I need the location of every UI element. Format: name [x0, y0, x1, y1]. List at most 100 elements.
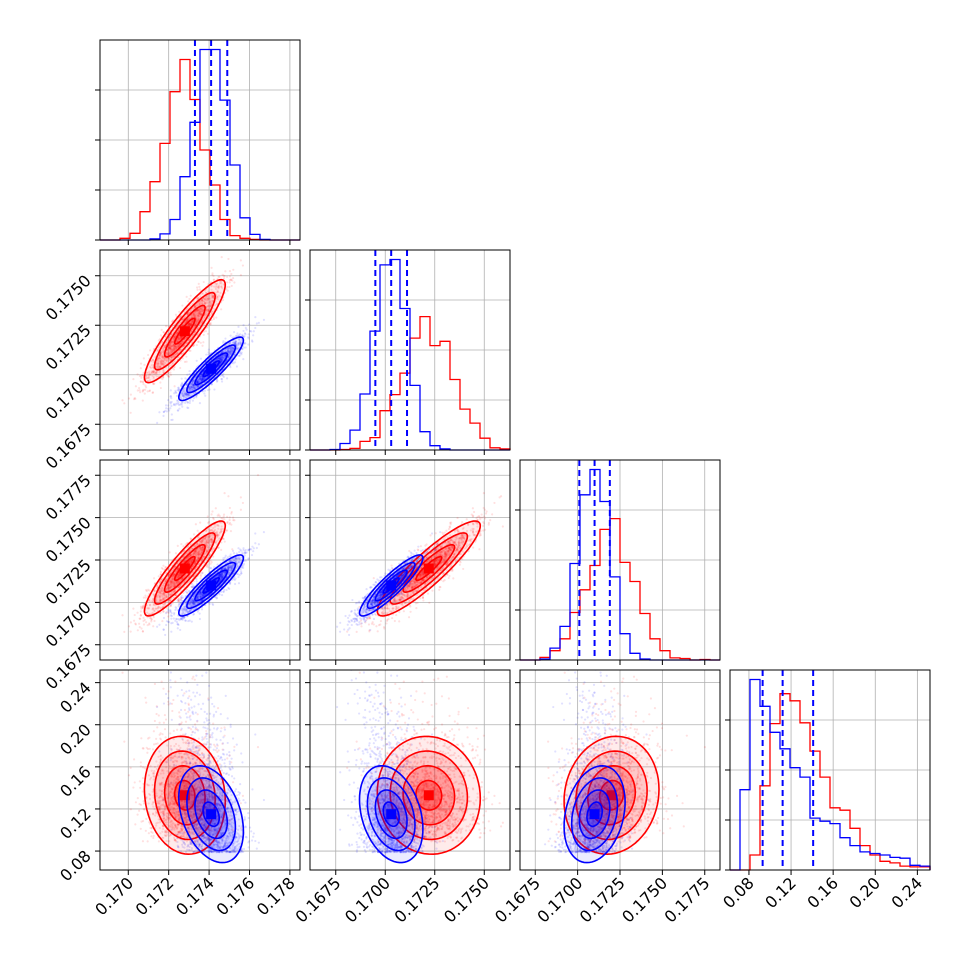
scatter-point: [142, 383, 144, 385]
scatter-point: [203, 392, 205, 394]
scatter-point: [152, 392, 154, 394]
scatter-point: [153, 620, 155, 622]
scatter-point: [171, 612, 173, 614]
scatter-point: [143, 597, 145, 599]
scatter-point: [140, 381, 142, 383]
scatter-point: [229, 335, 231, 337]
scatter-point: [142, 620, 144, 622]
scatter-point: [189, 402, 191, 404]
scatter-point: [140, 377, 142, 379]
scatter-point: [232, 277, 234, 279]
y-tick-label: 0.1675: [42, 420, 95, 473]
scatter-point: [142, 630, 144, 632]
scatter-point: [143, 623, 145, 625]
scatter-point: [213, 279, 215, 281]
scatter-point: [130, 631, 132, 633]
scatter-point: [220, 308, 222, 310]
scatter-point: [179, 367, 181, 369]
scatter-point: [130, 393, 132, 395]
scatter-point: [251, 554, 253, 556]
scatter-point: [149, 617, 151, 619]
scatter-point: [187, 401, 189, 403]
scatter-point: [170, 405, 172, 407]
scatter-point: [181, 406, 183, 408]
scatter-point: [144, 594, 146, 596]
scatter-point: [139, 375, 141, 377]
scatter-point: [123, 631, 125, 633]
scatter-point: [189, 400, 191, 402]
scatter-point: [233, 281, 235, 283]
scatter-point: [221, 380, 223, 382]
scatter-point: [186, 374, 188, 376]
scatter-point: [169, 610, 171, 612]
scatter-point: [198, 286, 200, 288]
scatter-point: [139, 626, 141, 628]
scatter-point: [140, 614, 142, 616]
scatter-point: [148, 589, 150, 591]
scatter-point: [229, 516, 231, 518]
scatter-point: [223, 516, 225, 518]
scatter-point: [145, 386, 147, 388]
scatter-point: [172, 419, 174, 421]
scatter-point: [222, 374, 224, 376]
scatter-point: [208, 521, 210, 523]
scatter-point: [254, 316, 256, 318]
scatter-point: [145, 621, 147, 623]
scatter-point: [153, 383, 155, 385]
scatter-point: [190, 537, 192, 539]
scatter-point: [171, 413, 173, 415]
scatter-point: [220, 549, 222, 551]
scatter-point: [169, 371, 171, 373]
scatter-point: [250, 330, 252, 332]
scatter-point: [195, 396, 197, 398]
scatter-point: [207, 566, 209, 568]
scatter-point: [186, 361, 188, 363]
scatter-point: [142, 389, 144, 391]
scatter-point: [238, 582, 240, 584]
scatter-point: [181, 383, 183, 385]
scatter-point: [182, 545, 184, 547]
scatter-point: [208, 349, 210, 351]
scatter-point: [226, 516, 228, 518]
scatter-point: [204, 390, 206, 392]
scatter-point: [242, 502, 244, 504]
scatter-point: [181, 401, 183, 403]
scatter-point: [223, 513, 225, 515]
scatter-point: [223, 277, 225, 279]
scatter-point: [236, 365, 238, 367]
scatter-point: [179, 629, 181, 631]
scatter-point: [210, 267, 212, 269]
scatter-point: [203, 281, 205, 283]
scatter-point: [243, 335, 245, 337]
scatter-point: [229, 270, 231, 272]
scatter-point: [234, 361, 236, 363]
scatter-point: [162, 568, 164, 570]
scatter-point: [263, 319, 265, 321]
scatter-point: [140, 362, 142, 364]
scatter-point: [237, 326, 239, 328]
scatter-point: [247, 343, 249, 345]
scatter-point: [162, 331, 164, 333]
scatter-point: [232, 269, 234, 271]
scatter-point: [186, 296, 188, 298]
scatter-point: [178, 408, 180, 410]
scatter-point: [253, 330, 255, 332]
scatter-point: [138, 623, 140, 625]
scatter-point: [245, 329, 247, 331]
scatter-point: [226, 377, 228, 379]
scatter-point: [169, 551, 171, 553]
scatter-point: [193, 397, 195, 399]
scatter-point: [244, 342, 246, 344]
scatter-point: [222, 517, 224, 519]
scatter-point: [185, 356, 187, 358]
scatter-point: [200, 574, 202, 576]
scatter-point: [166, 374, 168, 376]
scatter-point: [201, 572, 203, 574]
scatter-point: [221, 378, 223, 380]
scatter-point: [224, 270, 226, 272]
scatter-point: [244, 332, 246, 334]
scatter-point: [228, 286, 230, 288]
scatter-point: [224, 337, 226, 339]
scatter-point: [170, 397, 172, 399]
scatter-point: [222, 559, 224, 561]
